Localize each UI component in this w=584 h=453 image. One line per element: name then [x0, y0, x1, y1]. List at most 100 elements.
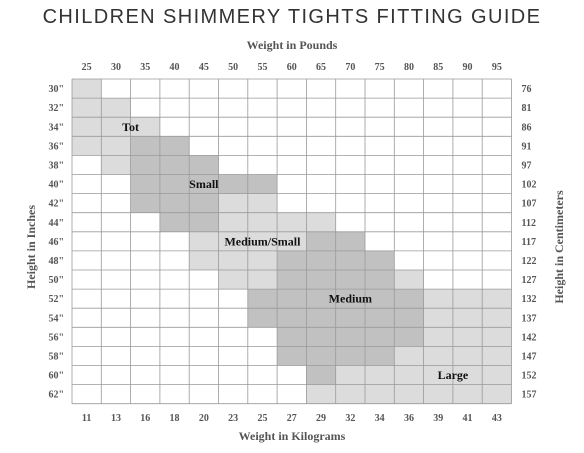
grid-cell	[159, 327, 190, 347]
y-right-tick-label: 81	[522, 103, 532, 114]
grid-cell	[277, 231, 307, 251]
grid-cell	[482, 79, 512, 99]
grid-cell	[101, 384, 131, 404]
grid-cell	[394, 289, 424, 309]
grid-cell	[277, 117, 307, 137]
grid-cell	[306, 79, 336, 99]
x-bottom-tick-label: 23	[228, 413, 238, 424]
grid-cell	[306, 308, 336, 328]
y-left-tick-label: 34"	[48, 122, 64, 133]
grid-cell	[423, 365, 453, 385]
grid-cell	[72, 270, 102, 290]
grid-cell	[101, 231, 131, 251]
x-top-tick-label: 40	[170, 62, 180, 73]
grid-cell	[423, 193, 453, 213]
grid-cell	[72, 365, 102, 385]
grid-cell	[482, 365, 512, 385]
grid-cell	[189, 117, 219, 137]
grid-cell	[335, 193, 365, 213]
grid-cell	[452, 212, 483, 232]
grid-cell	[452, 308, 483, 328]
grid-cell	[452, 193, 483, 213]
grid-cell	[423, 308, 453, 328]
grid-cell	[247, 250, 278, 270]
grid-cell	[130, 270, 160, 290]
grid-cell	[218, 308, 248, 328]
grid-cell	[452, 117, 483, 137]
grid-cell	[423, 174, 453, 194]
grid-cell	[130, 136, 160, 156]
y-left-tick-label: 60"	[48, 371, 64, 382]
grid-cell	[482, 98, 512, 118]
grid-cell	[423, 346, 453, 366]
grid-cell	[482, 270, 512, 290]
grid-cell	[247, 384, 278, 404]
grid-cell	[247, 270, 278, 290]
grid-cell	[394, 79, 424, 99]
grid-cell	[423, 231, 453, 251]
grid-cell	[394, 346, 424, 366]
grid-cell	[159, 384, 190, 404]
grid-cell	[365, 136, 395, 156]
grid-cell	[72, 117, 102, 137]
grid-cell	[394, 98, 424, 118]
grid-cell	[159, 155, 190, 175]
grid-cell	[101, 136, 131, 156]
grid-cell	[189, 212, 219, 232]
y-left-tick-label: 38"	[48, 160, 64, 171]
x-bottom-tick-label: 43	[492, 413, 502, 424]
grid-cell	[159, 79, 190, 99]
grid-cell	[394, 155, 424, 175]
x-bottom-tick-label: 20	[199, 413, 209, 424]
grid-cell	[247, 231, 278, 251]
x-top-tick-label: 90	[463, 62, 473, 73]
grid-cell	[277, 212, 307, 232]
grid-cell	[335, 308, 365, 328]
x-bottom-axis-title: Weight in Kilograms	[239, 429, 346, 443]
grid-cell	[247, 308, 278, 328]
grid-cell	[130, 193, 160, 213]
grid-cell	[277, 365, 307, 385]
grid-cell	[189, 79, 219, 99]
x-top-tick-label: 65	[316, 62, 326, 73]
grid-cell	[482, 155, 512, 175]
grid-cell	[335, 327, 365, 347]
grid-cell	[423, 327, 453, 347]
x-top-tick-label: 45	[199, 62, 209, 73]
grid-cell	[306, 250, 336, 270]
grid-cell	[452, 155, 483, 175]
grid-cell	[394, 308, 424, 328]
chart-title: CHILDREN SHIMMERY TIGHTS FITTING GUIDE	[42, 6, 542, 28]
grid-cell	[72, 136, 102, 156]
y-left-tick-label: 32"	[48, 103, 64, 114]
grid-cell	[423, 98, 453, 118]
grid-cell	[72, 155, 102, 175]
x-bottom-tick-label: 29	[316, 413, 326, 424]
x-bottom-tick-label: 27	[287, 413, 297, 424]
grid-cell	[423, 117, 453, 137]
grid-cell	[277, 270, 307, 290]
grid-cell	[482, 136, 512, 156]
grid-cell	[306, 136, 336, 156]
grid-cell	[72, 250, 102, 270]
grid-cell	[394, 365, 424, 385]
grid-cell	[247, 289, 278, 309]
x-top-tick-label: 35	[140, 62, 150, 73]
y-right-tick-label: 132	[522, 294, 537, 305]
x-bottom-tick-label: 25	[257, 413, 267, 424]
grid-cell	[72, 212, 102, 232]
grid-cell	[365, 231, 395, 251]
grid-cell	[101, 365, 131, 385]
grid-lines	[71, 78, 512, 405]
grid-cell	[130, 117, 160, 137]
grid-cell	[306, 117, 336, 137]
grid-cell	[306, 155, 336, 175]
x-bottom-tick-label: 39	[433, 413, 443, 424]
x-bottom-tick-label: 32	[345, 413, 355, 424]
grid-cell	[452, 231, 483, 251]
grid-cell	[394, 136, 424, 156]
grid-cell	[247, 136, 278, 156]
grid-cell	[394, 270, 424, 290]
x-top-tick-label: 80	[404, 62, 414, 73]
grid-cell	[423, 384, 453, 404]
